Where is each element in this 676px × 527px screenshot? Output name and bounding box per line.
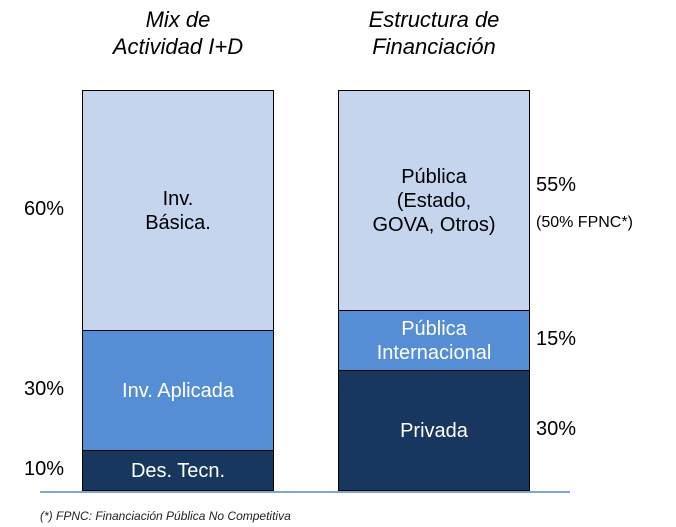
segment-label: Des. Tecn. — [130, 459, 226, 482]
bar-segment: Pública (Estado, GOVA, Otros) — [338, 90, 530, 311]
value-label: 30% — [23, 378, 64, 400]
bar-segment: Pública Internacional — [338, 310, 530, 371]
value-label: 60% — [23, 198, 64, 220]
segment-label: Inv. Básica. — [145, 187, 211, 234]
value-label: 15% — [536, 328, 577, 350]
segment-label: Inv. Aplicada — [122, 379, 234, 402]
footnote: (*) FPNC: Financiación Pública No Compet… — [40, 509, 291, 523]
value-label: 10% — [23, 458, 64, 480]
value-label: 55% — [536, 174, 577, 196]
chart-title: Estructura de Financiación — [368, 7, 500, 59]
bar-segment: Privada — [338, 370, 530, 491]
baseline — [40, 491, 570, 493]
bar-segment: Inv. Aplicada — [82, 330, 274, 451]
segment-label: Pública Internacional — [376, 317, 492, 364]
annotation: (50% FPNC*) — [536, 214, 633, 231]
segment-label: Pública (Estado, GOVA, Otros) — [372, 165, 496, 236]
segment-label: Privada — [400, 419, 468, 442]
bar-segment: Des. Tecn. — [82, 450, 274, 491]
chart-title: Mix de Actividad I+D — [112, 7, 244, 59]
bar-segment: Inv. Básica. — [82, 90, 274, 331]
value-label: 30% — [536, 418, 577, 440]
